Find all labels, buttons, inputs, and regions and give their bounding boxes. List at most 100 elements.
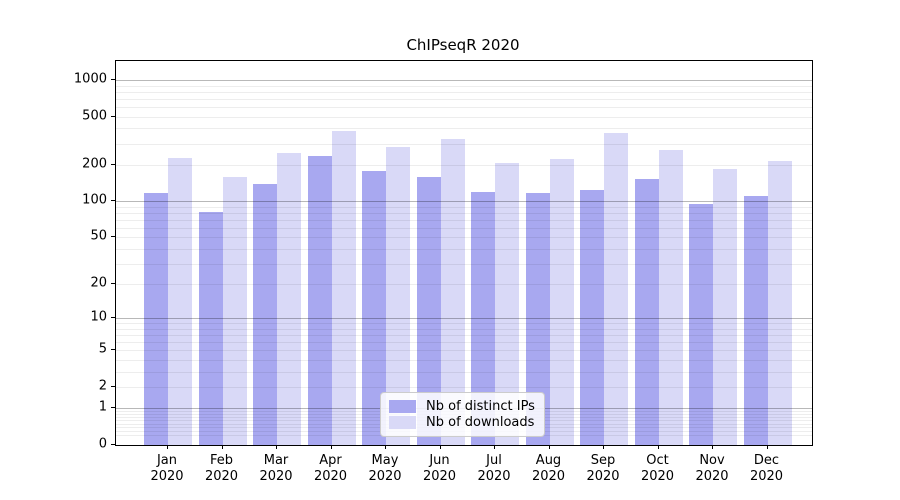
bar-downloads-aug [549,158,574,445]
legend: Nb of distinct IPs Nb of downloads [380,392,545,437]
gridline-minor [116,350,812,352]
y-tick-mark [111,79,115,80]
x-tick-label-jul: Jul 2020 [477,453,511,484]
gridline-minor [116,91,812,93]
y-tick-label-1: 1 [98,399,107,415]
gridline-major [116,80,812,81]
bar-downloads-feb [222,176,247,445]
bar-distinct-ips-feb [198,212,223,445]
y-tick-mark [111,386,115,387]
gridline-minor [116,106,812,108]
y-tick-mark [111,200,115,202]
y-tick-label-100: 100 [82,192,107,208]
x-tick-mark [603,445,604,449]
bar-downloads-apr [331,131,356,445]
bar-distinct-ips-nov [689,203,713,445]
bar-distinct-ips-sep [580,189,604,445]
legend-item-downloads: Nb of downloads [389,415,535,430]
x-tick-label-mar: Mar 2020 [259,453,293,484]
gridline-minor [116,219,812,221]
y-tick-mark [111,163,115,165]
gridline-minor [116,263,812,265]
x-tick-label-oct: Oct 2020 [640,453,675,484]
y-tick-label-10: 10 [90,309,107,325]
legend-swatch-downloads [389,416,416,429]
gridline-minor [116,85,812,87]
y-axis: 1000 500 200 100 50 20 10 5 2 1 0 [0,60,115,452]
y-tick-label-500: 500 [82,108,107,124]
bar-downloads-jan [168,157,192,445]
y-tick-label-5: 5 [98,341,107,357]
gridline-minor [116,284,812,286]
bar-distinct-ips-dec [743,196,768,445]
y-tick-label-200: 200 [82,156,107,172]
bar-downloads-oct [658,150,683,445]
gridline-major [116,318,812,320]
x-tick-label-aug: Aug 2020 [531,453,566,484]
x-axis: Jan 2020 Feb 2020 Mar 2020 Apr 2020 May 2020… [115,444,811,500]
bar-distinct-ips-apr [307,155,332,445]
gridline-minor [116,248,812,250]
legend-label-distinct-ips: Nb of distinct IPs [426,399,535,414]
x-tick-mark [712,445,713,449]
y-tick-label-2: 2 [98,378,107,394]
bar-distinct-ips-jan [144,193,168,445]
x-tick-mark [548,445,550,449]
gridline-minor [116,237,812,239]
x-tick-mark [494,445,495,449]
legend-label-downloads: Nb of downloads [426,415,535,430]
x-tick-mark [439,445,441,449]
x-tick-mark [385,445,386,449]
y-tick-mark [111,236,115,238]
x-tick-mark [766,445,768,449]
y-tick-label-1000: 1000 [73,71,107,87]
gridline-minor [116,342,812,344]
gridline-minor [116,128,812,130]
y-tick-mark [111,115,115,117]
gridline-minor [116,164,812,166]
gridline-minor [116,143,812,145]
x-tick-label-nov: Nov 2020 [695,453,729,484]
legend-swatch-distinct-ips [389,400,416,413]
x-tick-mark [276,445,277,449]
bar-distinct-ips-oct [634,178,659,445]
x-tick-label-sep: Sep 2020 [586,453,620,484]
bar-downloads-nov [713,168,737,445]
grid-layer [116,61,812,445]
x-tick-mark [657,445,659,449]
x-tick-label-jun: Jun 2020 [422,453,457,484]
y-tick-mark [111,444,115,445]
gridline-minor [116,328,812,330]
legend-item-distinct-ips: Nb of distinct IPs [389,399,535,414]
gridline-minor [116,98,812,100]
gridline-minor [116,335,812,337]
y-tick-mark [111,317,115,319]
x-tick-mark [330,445,332,449]
gridline-minor [116,387,812,388]
x-tick-label-feb: Feb 2020 [204,453,239,484]
y-tick-mark [111,283,115,285]
plot-area [115,60,813,446]
gridline-minor [116,323,812,325]
y-tick-label-0: 0 [98,436,107,452]
gridline-minor [116,371,812,373]
x-tick-mark [167,445,168,449]
gridline-minor [116,212,812,214]
y-tick-mark [111,407,115,409]
gridline-minor [116,360,812,361]
gridline-major [116,201,812,203]
x-tick-label-jan: Jan 2020 [150,453,184,484]
x-tick-mark [221,445,223,449]
x-tick-label-dec: Dec 2020 [749,453,784,484]
bar-downloads-mar [277,153,301,445]
gridline-minor [116,206,812,208]
chart-title: ChIPseqR 2020 [406,36,520,54]
y-tick-label-20: 20 [90,275,107,291]
gridline-minor [116,227,812,229]
x-tick-label-apr: Apr 2020 [313,453,348,484]
gridline-minor [116,116,812,118]
x-tick-label-may: May 2020 [368,453,402,484]
bar-downloads-sep [604,133,628,445]
y-tick-mark [111,349,115,351]
